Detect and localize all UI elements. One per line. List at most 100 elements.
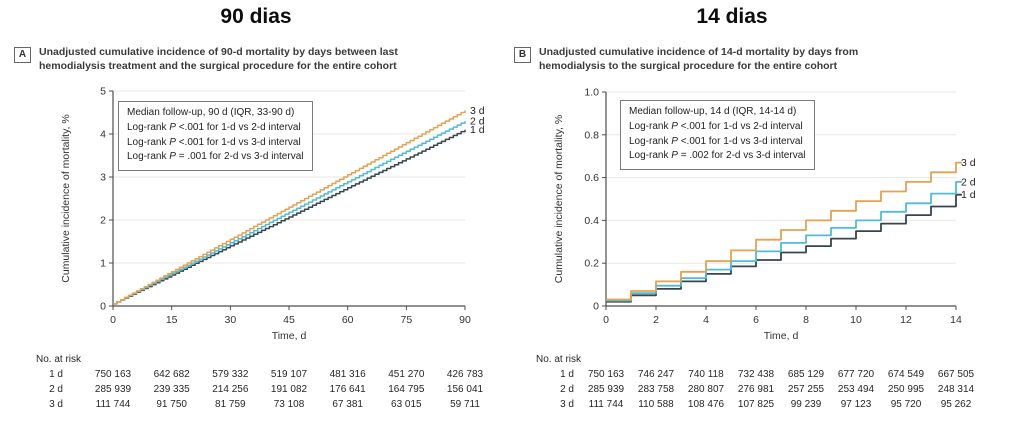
risk-cell: 667 505: [937, 369, 975, 380]
risk-cell: 111 744: [588, 399, 624, 410]
panel-b-caption-line2: hemodialysis to the surgical procedure f…: [539, 59, 838, 72]
panel-b-title: 14 dias: [696, 5, 768, 28]
risk-row-label: 2 d: [560, 384, 574, 395]
risk-cell: 156 041: [446, 384, 484, 395]
panel-b-risk-table: No. at risk 1 d 750 163 746 247 740 118 732 4…: [0, 352, 1024, 422]
risk-cell: 579 332: [212, 369, 249, 380]
risk-cell: 257 255: [787, 384, 825, 395]
risk-cell: 519 107: [270, 369, 308, 380]
panel-a-label: A: [14, 47, 31, 63]
panel-a-legend-box: Median follow-up, 90 d (IQR, 33-90 d) Log…: [118, 101, 313, 172]
risk-cell: 91 750: [156, 399, 187, 410]
risk-cell: 107 825: [737, 399, 775, 410]
x-tick-label: 75: [400, 314, 412, 326]
risk-cell: 677 720: [837, 369, 875, 380]
y-axis-title: Cumulative incidence of mortality, %: [553, 115, 565, 283]
y-tick-label: 1.0: [584, 87, 599, 99]
legend-line: Log-rank P <.001 for 1-d vs 3-d interval: [127, 136, 301, 148]
risk-cell: 250 995: [887, 384, 925, 395]
x-tick-label: 4: [703, 314, 709, 326]
x-tick-label: 90: [459, 314, 471, 326]
risk-row-label: 1 d: [560, 369, 574, 380]
risk-cell: 248 314: [937, 384, 975, 395]
series-end-label: 1 d: [470, 124, 485, 136]
series-2d: [606, 181, 962, 302]
x-tick-label: 45: [283, 314, 295, 326]
series-1d: [606, 193, 962, 303]
panel-b-caption-text: Unadjusted cumulative incidence of 14-d …: [539, 46, 858, 73]
x-axis-title: Time, d: [764, 330, 799, 342]
risk-cell: 164 795: [388, 384, 425, 395]
risk-row-label: 1 d: [49, 369, 63, 380]
y-tick-label: 0: [593, 301, 599, 313]
risk-cell: 451 270: [388, 369, 425, 380]
risk-cell: 674 549: [887, 369, 925, 380]
risk-cell: 685 129: [787, 369, 825, 380]
panel-a-caption-line2: hemodialysis treatment and the surgical …: [39, 59, 397, 72]
risk-cell: 59 711: [450, 399, 480, 410]
risk-cell: 732 438: [737, 369, 775, 380]
risk-cell: 99 239: [790, 399, 822, 410]
risk-cell: 750 163: [94, 369, 132, 380]
x-tick-label: 8: [803, 314, 809, 326]
series-end-label: 3 d: [961, 157, 976, 169]
panel-b-caption-line1: Unadjusted cumulative incidence of 14-d …: [539, 46, 859, 58]
y-tick-label: 0.8: [584, 129, 599, 141]
risk-row-label: 3 d: [560, 399, 574, 410]
x-tick-label: 12: [900, 314, 912, 326]
risk-row-label: 3 d: [49, 399, 63, 410]
panel-a-title: 90 dias: [220, 5, 292, 28]
risk-cell: 642 682: [153, 369, 190, 380]
x-tick-label: 15: [166, 314, 178, 326]
y-tick-label: 0.6: [584, 172, 599, 184]
risk-cell: 67 381: [332, 399, 363, 410]
x-tick-label: 14: [950, 314, 962, 326]
series-3d: [606, 161, 962, 301]
risk-cell: 97 123: [840, 399, 872, 410]
y-tick-label: 0.4: [584, 215, 599, 227]
series-end-label: 1 d: [961, 189, 976, 201]
risk-cell: 63 015: [391, 399, 422, 410]
risk-cell: 283 758: [637, 384, 675, 395]
risk-table-header: No. at risk: [536, 354, 582, 365]
risk-cell: 276 981: [737, 384, 775, 395]
risk-cell: 426 783: [446, 369, 484, 380]
y-tick-label: 0.2: [584, 258, 599, 270]
legend-line: Median follow-up, 90 d (IQR, 33-90 d): [127, 107, 295, 118]
panel-a-caption-text: Unadjusted cumulative incidence of 90-d …: [39, 46, 398, 73]
legend-line: Log-rank P <.001 for 1-d vs 2-d interval: [629, 120, 803, 132]
risk-cell: 111 744: [95, 399, 131, 410]
y-tick-label: 1: [100, 258, 106, 270]
risk-cell: 481 316: [329, 369, 366, 380]
risk-cell: 108 476: [687, 399, 725, 410]
y-tick-label: 3: [100, 172, 106, 184]
series-end-label: 3 d: [470, 105, 485, 117]
x-tick-label: 0: [603, 314, 609, 326]
x-tick-label: 30: [224, 314, 236, 326]
risk-cell: 191 082: [270, 384, 308, 395]
legend-line: Log-rank P <.001 for 1-d vs 2-d interval: [127, 121, 301, 133]
risk-cell: 253 494: [837, 384, 875, 395]
risk-cell: 214 256: [212, 384, 249, 395]
risk-cell: 740 118: [688, 369, 724, 380]
risk-cell: 81 759: [215, 399, 246, 410]
panel-a-caption-line1: Unadjusted cumulative incidence of 90-d …: [39, 46, 398, 58]
x-axis-title: Time, d: [272, 330, 307, 342]
panel-a-caption: A Unadjusted cumulative incidence of 90-…: [14, 46, 398, 73]
risk-cell: 73 108: [273, 399, 305, 410]
x-tick-label: 60: [342, 314, 354, 326]
risk-cell: 280 807: [687, 384, 725, 395]
panel-b-caption: B Unadjusted cumulative incidence of 14-…: [514, 46, 858, 73]
legend-line: Log-rank P = .002 for 2-d vs 3-d interva…: [629, 150, 806, 162]
risk-cell: 750 163: [587, 369, 625, 380]
y-tick-label: 0: [100, 301, 106, 313]
risk-cell: 95 262: [940, 399, 972, 410]
risk-cell: 285 939: [94, 384, 132, 395]
risk-cell: 746 247: [637, 369, 675, 380]
risk-row-label: 2 d: [49, 384, 63, 395]
risk-cell: 110 588: [638, 399, 674, 410]
legend-line: Log-rank P = .001 for 2-d vs 3-d interva…: [127, 151, 304, 163]
risk-cell: 285 939: [587, 384, 625, 395]
